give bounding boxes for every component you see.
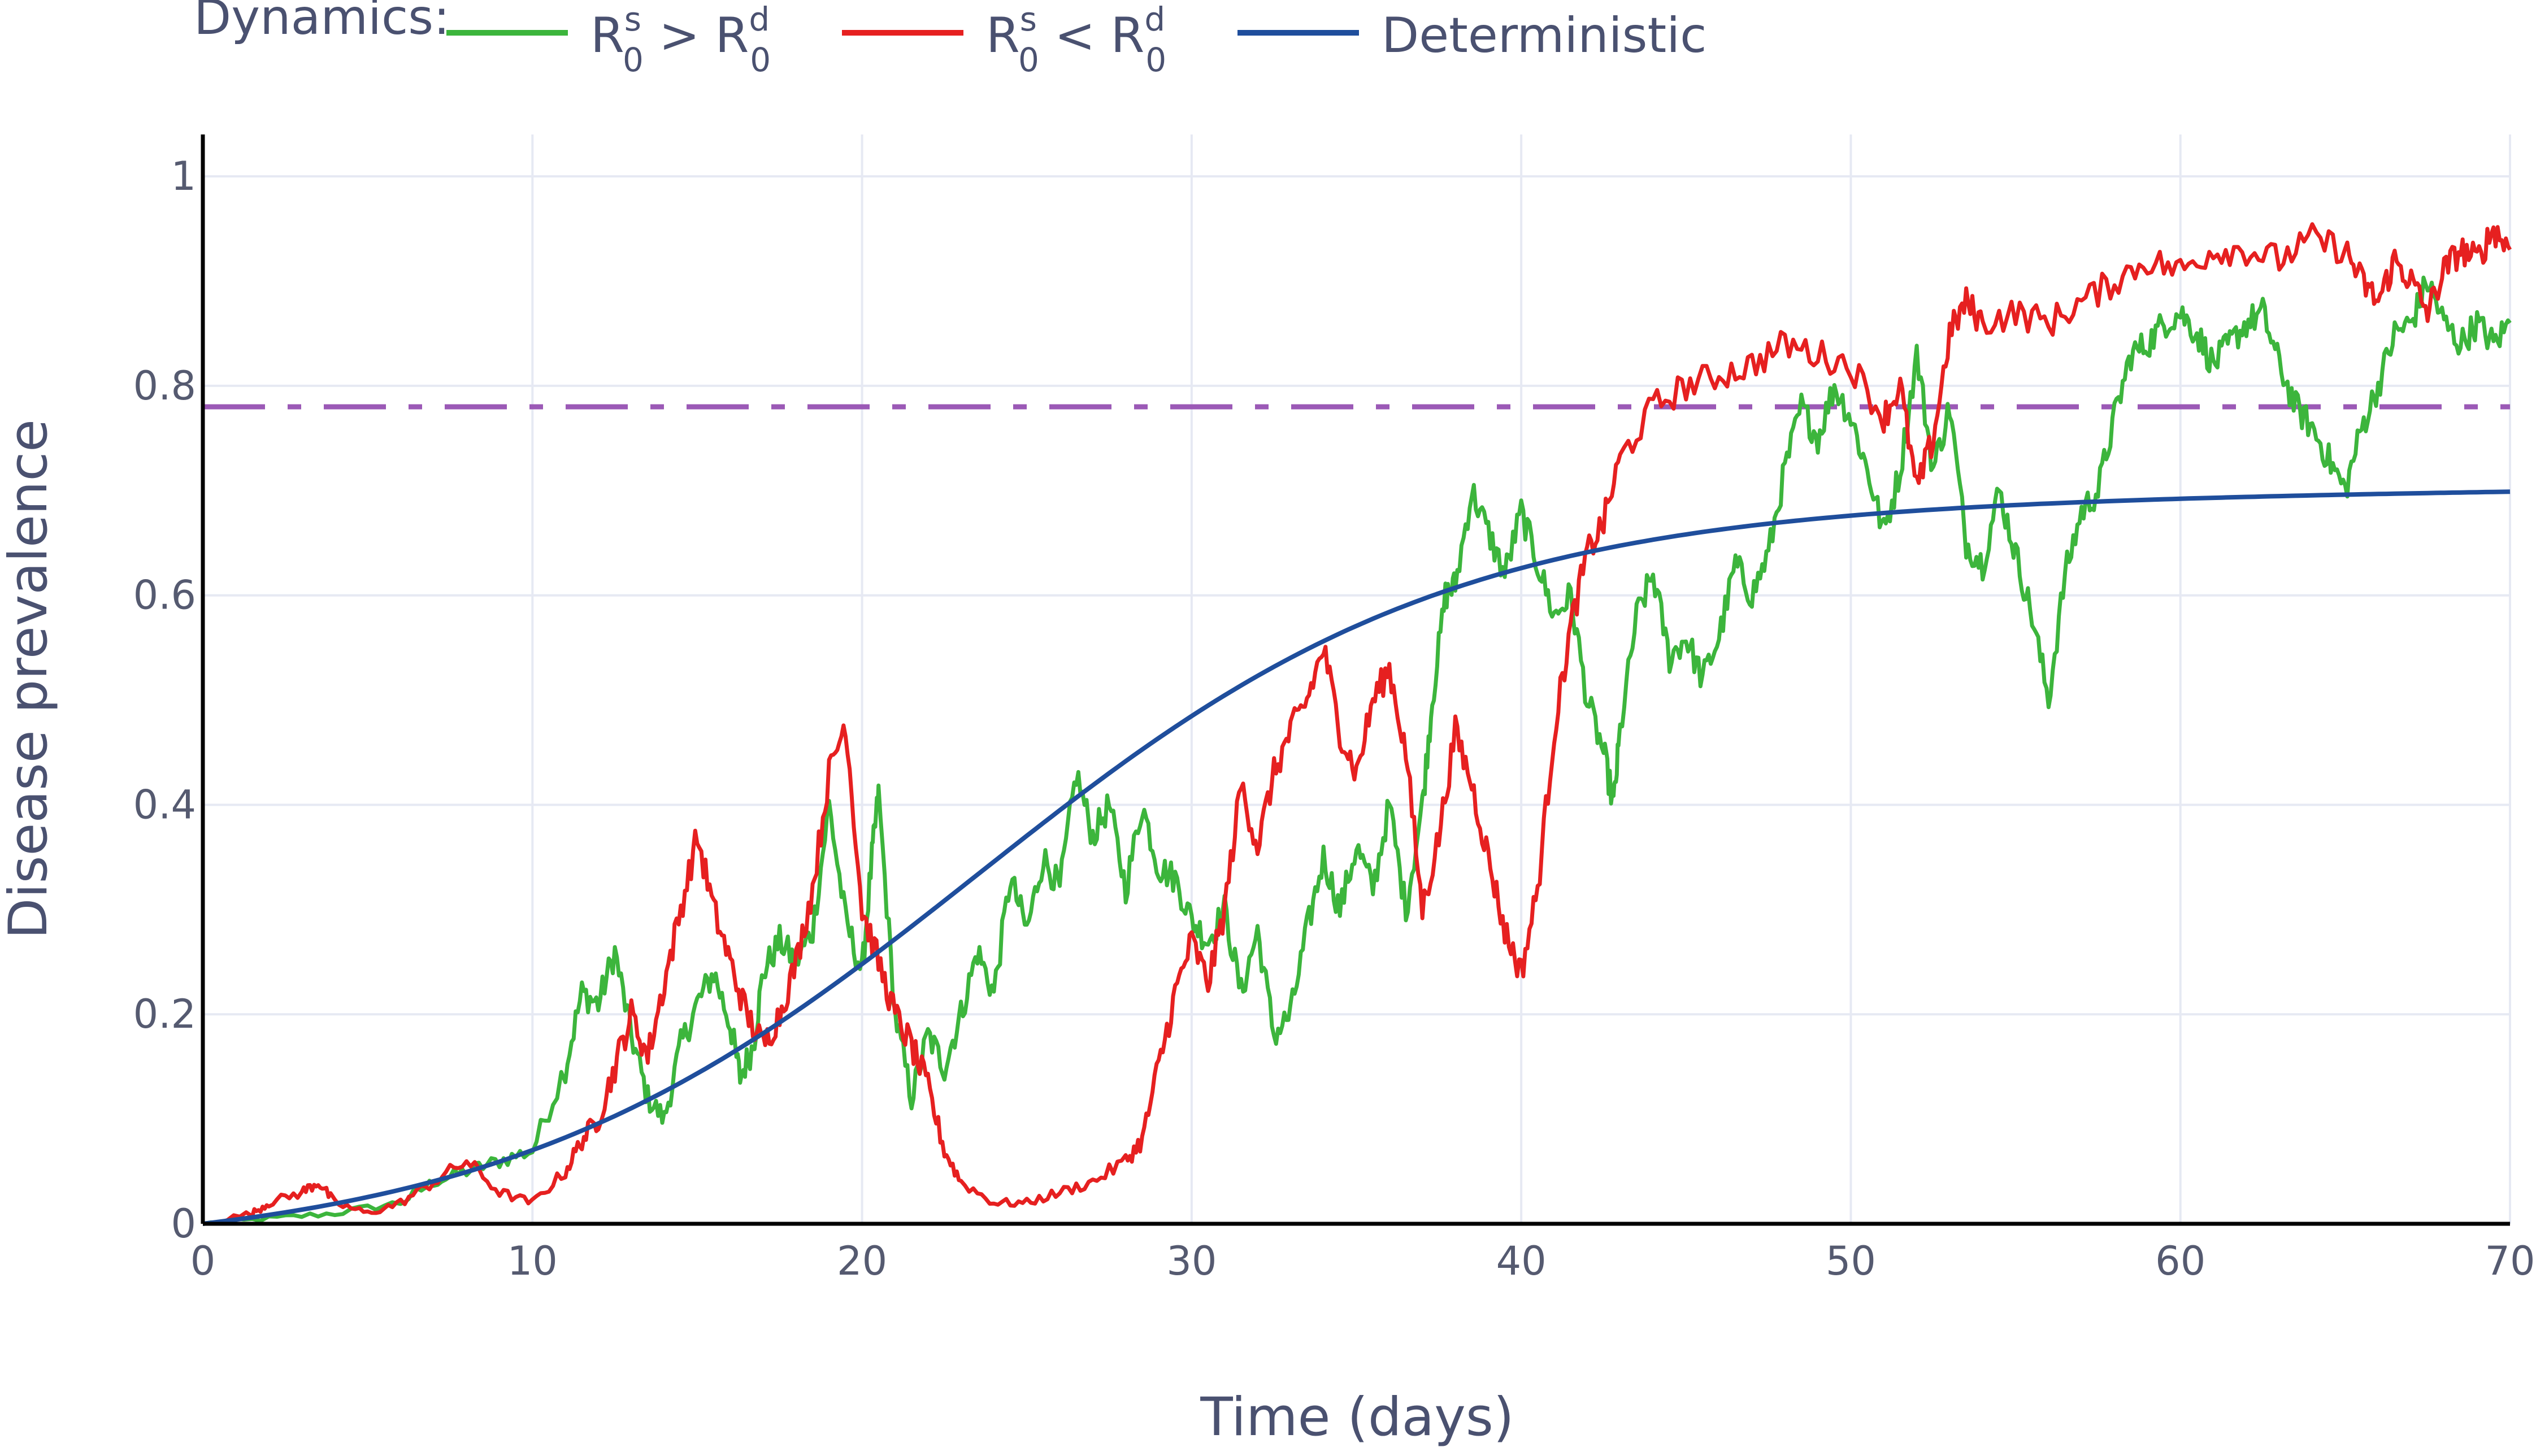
y-tick-label: 0.8 xyxy=(133,363,196,409)
legend-label-stochastic-less: Rs 0 < Rd 0 xyxy=(986,0,1166,79)
series-line-2 xyxy=(202,489,2511,1226)
series-line-1 xyxy=(202,222,2512,1226)
y-tick-label: 0 xyxy=(171,1201,196,1247)
x-tick-label: 10 xyxy=(507,1238,558,1284)
legend-label-deterministic: Deterministic xyxy=(1382,7,1706,64)
gridlines xyxy=(203,134,2511,1224)
axes xyxy=(201,134,2510,1226)
legend: Dynamics: Rs 0 > Rd 0 Rs 0 < Rd 0 Determinis… xyxy=(194,0,1706,79)
series-lines xyxy=(202,222,2512,1226)
series-line-0 xyxy=(202,275,2512,1226)
x-tick-label: 50 xyxy=(1826,1238,1876,1284)
legend-title: Dynamics: xyxy=(194,0,450,46)
y-tick-label: 0.2 xyxy=(133,991,196,1037)
x-tick-label: 40 xyxy=(1496,1238,1547,1284)
x-tick-label: 60 xyxy=(2155,1238,2205,1284)
legend-label-stochastic-greater: Rs 0 > Rd 0 xyxy=(590,0,771,79)
x-tick-label: 30 xyxy=(1166,1238,1217,1284)
y-tick-label: 0.4 xyxy=(133,781,196,828)
y-tick-label: 1 xyxy=(171,153,196,199)
x-tick-label: 70 xyxy=(2485,1238,2535,1284)
x-tick-labels: 0 10 20 30 40 50 60 70 xyxy=(190,1238,2535,1284)
x-tick-label: 20 xyxy=(837,1238,887,1284)
x-axis-title: Time (days) xyxy=(1200,1387,1514,1448)
x-tick-label: 0 xyxy=(190,1238,216,1284)
y-axis-title: Disease prevalence xyxy=(0,419,59,939)
y-tick-label: 0.6 xyxy=(133,572,196,619)
y-tick-labels: 0 0.2 0.4 0.6 0.8 1 xyxy=(133,153,196,1247)
